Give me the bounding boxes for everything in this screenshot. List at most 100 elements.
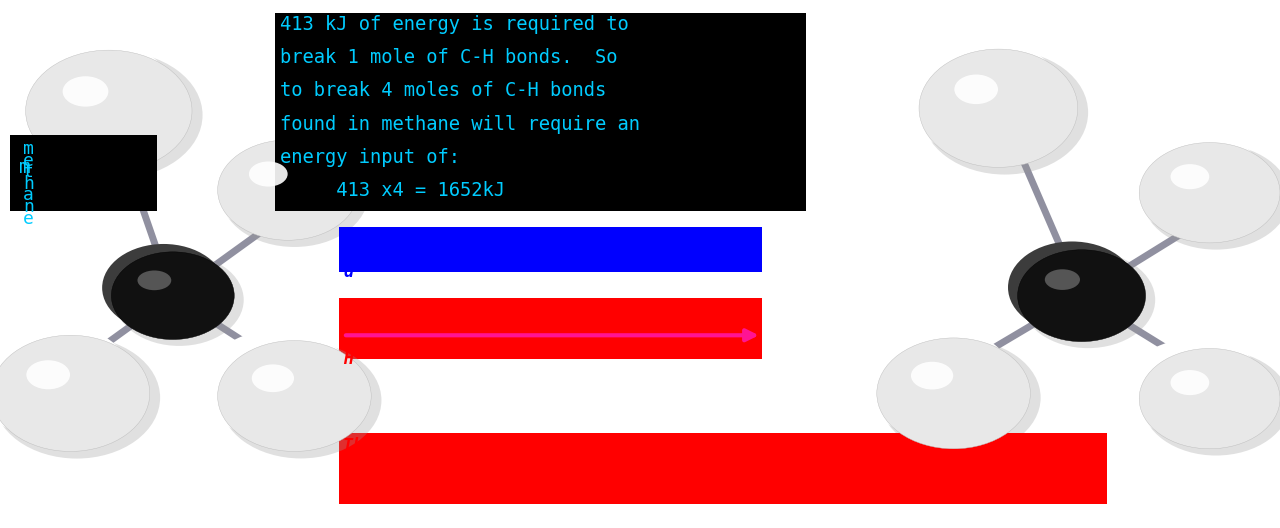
Text: The total bond energy: The total bond energy [343,437,553,455]
Ellipse shape [46,376,91,409]
FancyBboxPatch shape [339,433,1107,504]
Ellipse shape [1160,363,1244,423]
Ellipse shape [84,93,131,127]
Ellipse shape [241,357,333,423]
Ellipse shape [115,254,243,346]
Text: of methane = 4 x 413: of methane = 4 x 413 [343,455,543,473]
Ellipse shape [238,155,323,215]
Ellipse shape [1048,272,1110,315]
Ellipse shape [877,338,1006,431]
Ellipse shape [879,340,1041,456]
Ellipse shape [59,74,146,138]
Ellipse shape [904,37,1062,156]
Text: h: h [23,175,33,193]
Text: 413 kJ of energy is required to: 413 kJ of energy is required to [280,15,628,34]
Ellipse shape [1139,348,1257,433]
Text: to break 4 moles of C-H bonds: to break 4 moles of C-H bonds [280,81,607,100]
Ellipse shape [919,49,1052,148]
Ellipse shape [148,278,196,312]
Ellipse shape [966,84,1024,127]
Ellipse shape [1139,143,1280,243]
Ellipse shape [1015,247,1132,331]
Ellipse shape [111,252,234,340]
Ellipse shape [0,337,160,458]
Ellipse shape [1028,257,1123,324]
Ellipse shape [927,55,1047,145]
Ellipse shape [884,343,1001,428]
Text: = 1652 kJ/mol: = 1652 kJ/mol [343,473,474,491]
Ellipse shape [1147,354,1253,430]
Ellipse shape [983,97,1014,120]
Text: a: a [23,186,33,204]
Ellipse shape [934,61,1043,142]
Ellipse shape [26,50,192,172]
Ellipse shape [253,165,315,209]
Ellipse shape [128,263,209,320]
Ellipse shape [233,352,338,427]
Ellipse shape [1167,369,1240,421]
Ellipse shape [1167,163,1240,215]
Ellipse shape [274,180,302,200]
Ellipse shape [76,87,136,130]
Ellipse shape [141,273,200,315]
Ellipse shape [220,342,381,458]
Text: n: n [23,198,33,216]
Ellipse shape [232,150,328,218]
Ellipse shape [55,382,86,405]
Ellipse shape [869,333,1010,435]
Text: break 1 mole of C-H bonds.  So: break 1 mole of C-H bonds. So [280,48,618,67]
Ellipse shape [115,253,216,326]
Ellipse shape [1125,338,1266,439]
Ellipse shape [1036,262,1119,322]
Ellipse shape [1175,374,1236,418]
Ellipse shape [1042,267,1114,318]
Ellipse shape [204,130,344,230]
Ellipse shape [1189,177,1228,206]
Ellipse shape [18,44,170,156]
Ellipse shape [92,99,125,123]
Ellipse shape [109,249,221,329]
Text: = 413 kJ/mol: = 413 kJ/mol [343,334,463,352]
Text: m: m [19,158,31,177]
Ellipse shape [1018,250,1146,342]
Ellipse shape [0,324,134,440]
Ellipse shape [955,74,998,104]
Ellipse shape [26,50,165,152]
Ellipse shape [6,347,115,426]
Ellipse shape [1181,173,1233,209]
Ellipse shape [915,365,983,414]
Text: bond energies:: bond energies: [343,231,483,250]
Ellipse shape [252,364,294,392]
Ellipse shape [951,73,1033,134]
Ellipse shape [27,360,70,389]
Ellipse shape [220,142,369,247]
Ellipse shape [211,135,340,227]
Ellipse shape [9,38,175,159]
Ellipse shape [218,140,335,224]
Text: t: t [23,163,33,181]
Ellipse shape [1139,143,1257,227]
Ellipse shape [908,360,987,418]
Text: energy input of:: energy input of: [280,148,461,167]
Ellipse shape [1147,147,1253,224]
Ellipse shape [911,43,1057,152]
Ellipse shape [271,379,315,410]
Ellipse shape [1132,137,1262,230]
Ellipse shape [1021,251,1128,327]
Ellipse shape [122,258,212,323]
Text: found in methane will require an: found in methane will require an [280,115,640,134]
Ellipse shape [1056,277,1105,313]
Ellipse shape [63,76,109,107]
Text: C-H   =   413kJ/mol: C-H = 413kJ/mol [343,247,532,265]
Ellipse shape [268,175,306,203]
Ellipse shape [1189,383,1228,412]
Ellipse shape [911,362,954,390]
Ellipse shape [38,370,96,412]
Ellipse shape [137,270,172,290]
Text: e: e [23,152,33,169]
Ellipse shape [246,160,319,212]
Ellipse shape [1153,359,1249,427]
Ellipse shape [1139,348,1280,449]
Ellipse shape [218,341,347,433]
Ellipse shape [943,67,1038,138]
